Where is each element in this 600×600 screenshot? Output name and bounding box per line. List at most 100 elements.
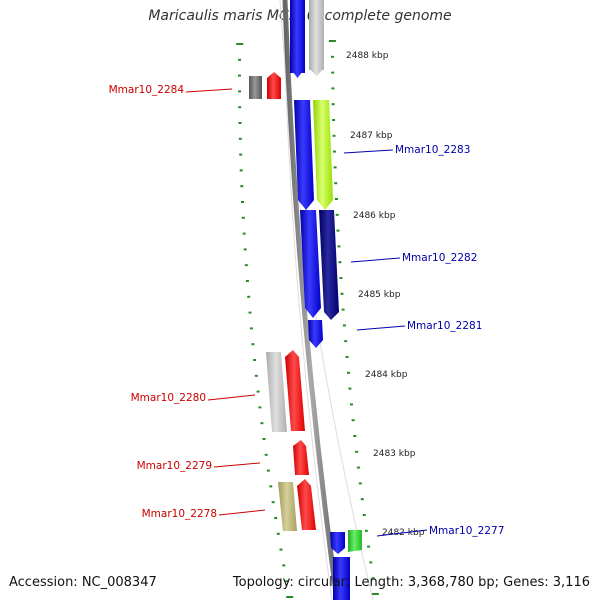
tick-mark: [256, 390, 260, 393]
reverse-genes: [249, 72, 316, 531]
gene-2280-gray: [266, 352, 287, 432]
gene-2278-khaki: [278, 482, 297, 531]
tick-mark: [238, 58, 242, 61]
tick-mark: [356, 466, 360, 469]
tick-mark: [362, 514, 366, 516]
tick-mark: [358, 482, 362, 485]
tick-mark: [254, 374, 258, 377]
tick-mark: [274, 517, 278, 519]
gene-2278-red: [297, 479, 316, 530]
tick-mark: [238, 90, 242, 93]
tick-mark: [243, 248, 247, 251]
tick-mark: [345, 356, 349, 358]
tick-mark: [244, 264, 248, 267]
forward-genes: [290, 0, 362, 600]
gene-blue-top: [290, 0, 305, 73]
tick-mark: [249, 327, 253, 330]
tick-mark: [335, 213, 339, 216]
tick-mark: [245, 280, 249, 282]
tick-mark: [262, 438, 266, 440]
gene-2277-green: [348, 530, 362, 552]
tick-mark: [238, 122, 242, 124]
gene-label-2277: Mmar10_2277: [429, 525, 504, 537]
gene-arrow-blue-top: [290, 68, 305, 78]
gene-2283-green: [313, 100, 333, 210]
tick-mark: [339, 277, 343, 279]
backbone-line: [282, 0, 340, 600]
tick-mark: [340, 292, 344, 295]
tick-mark: [276, 532, 280, 535]
tick-mark: [341, 308, 345, 311]
tick-mark: [236, 43, 244, 45]
gene-label-2279: Mmar10_2279: [137, 460, 212, 472]
kbp-label: 2485 kbp: [358, 290, 401, 300]
tick-mark: [367, 545, 371, 548]
tick-mark: [286, 596, 294, 598]
gene-2284-red: [267, 72, 281, 99]
tick-mark: [332, 134, 336, 137]
tick-mark: [348, 387, 352, 390]
tick-mark: [344, 340, 348, 343]
tick-mark: [251, 343, 255, 346]
gene-label-2280: Mmar10_2280: [131, 392, 206, 404]
gene-2282-navy: [319, 210, 339, 320]
tick-mark: [247, 295, 251, 298]
gene-label-2284: Mmar10_2284: [109, 84, 185, 96]
gene-2282-blue: [300, 210, 321, 318]
tick-mark: [334, 198, 338, 200]
tick-mark: [279, 548, 283, 551]
tick-marks: [236, 40, 379, 598]
tick-mark: [355, 450, 359, 453]
kbp-label: 2486 kbp: [353, 211, 396, 221]
tick-mark: [238, 106, 242, 109]
gene-2281-blue: [308, 320, 323, 348]
tick-mark: [347, 371, 350, 374]
gene-2279-red: [293, 440, 309, 475]
tick-mark: [260, 422, 264, 425]
kbp-label: 2484 kbp: [365, 370, 408, 380]
tick-mark: [351, 419, 355, 422]
kbp-label: 2483 kbp: [373, 449, 416, 459]
tick-mark: [242, 232, 246, 235]
gene-labels: Mmar10_2284 Mmar10_2283 Mmar10_2282 Mmar…: [109, 84, 505, 537]
tick-mark: [334, 182, 338, 185]
kbp-label: 2488 kbp: [346, 51, 389, 61]
tick-mark: [331, 87, 335, 90]
accession-text: Accession: NC_008347: [9, 575, 157, 590]
tick-mark: [271, 501, 275, 504]
kbp-ticks: 2488 kbp 2487 kbp 2486 kbp 2485 kbp 2484…: [346, 51, 425, 538]
gene-label-2278: Mmar10_2278: [142, 508, 217, 520]
tick-mark: [350, 403, 353, 406]
tick-mark: [331, 71, 335, 74]
tick-mark: [238, 137, 242, 140]
tick-mark: [328, 40, 336, 42]
gene-gray-top: [309, 0, 324, 70]
tick-mark: [331, 103, 335, 106]
label-leaders: [185, 88, 428, 537]
tick-mark: [369, 561, 373, 564]
kbp-label: 2487 kbp: [350, 131, 393, 141]
tick-mark: [282, 564, 286, 567]
tick-mark: [269, 485, 273, 488]
gene-2283-blue: [294, 100, 314, 210]
gene-label-2282: Mmar10_2282: [402, 252, 477, 264]
gene-2284-dark: [249, 76, 262, 99]
tick-mark: [342, 324, 346, 327]
tick-mark: [241, 216, 245, 219]
tick-mark: [331, 55, 334, 58]
tick-mark: [248, 311, 252, 314]
gene-label-2281: Mmar10_2281: [407, 320, 482, 332]
tick-mark: [240, 185, 244, 188]
topology-text: Topology: circular; Length: 3,368,780 bp…: [232, 575, 590, 590]
tick-mark: [253, 359, 257, 361]
gene-2277-blue: [330, 532, 345, 554]
tick-mark: [333, 166, 337, 169]
gene-2280-red: [285, 350, 305, 431]
tick-mark: [239, 169, 243, 172]
tick-mark: [264, 453, 268, 456]
tick-mark: [360, 498, 364, 501]
inner-arc: [282, 0, 333, 600]
tick-mark: [239, 153, 243, 156]
gene-label-2283: Mmar10_2283: [395, 144, 470, 156]
